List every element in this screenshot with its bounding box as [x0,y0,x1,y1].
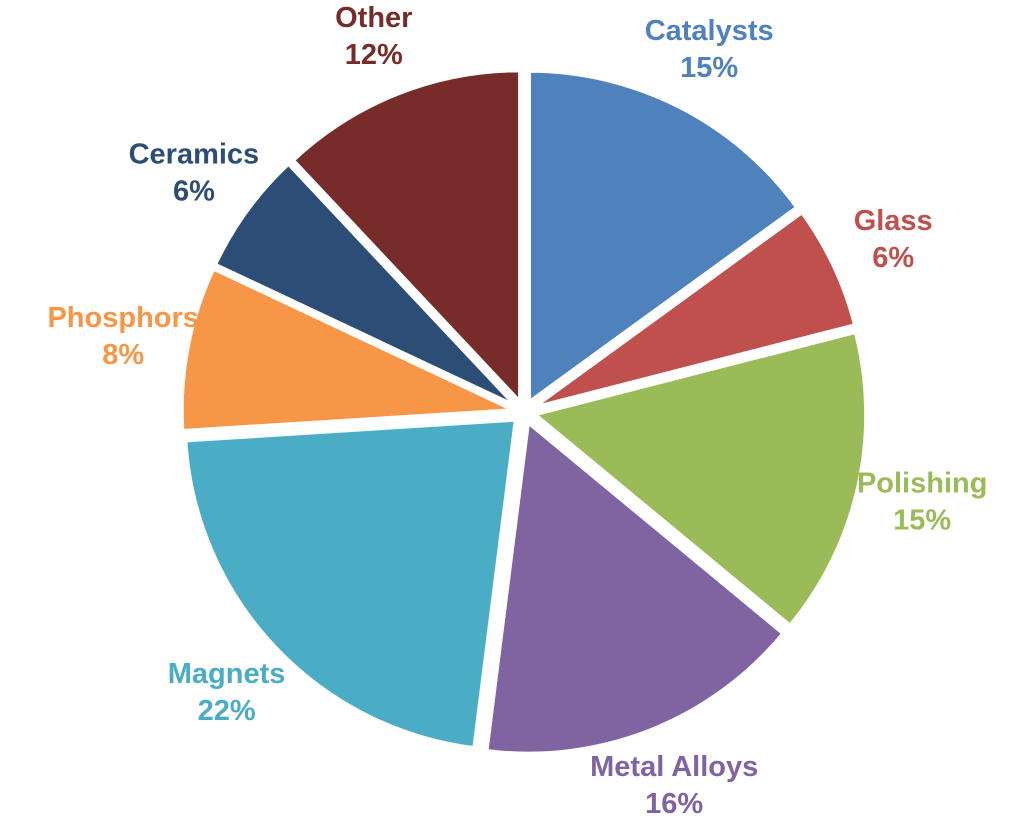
pie-slice-catalysts [527,69,799,405]
pie-label-percent: 16% [645,788,703,820]
pie-label-category: Magnets [168,658,286,690]
pie-label-metal-alloys: Metal Alloys 16% [590,751,758,820]
pie-label-percent: 22% [198,695,256,727]
pie-label-category: Catalysts [645,15,774,47]
pie-label-category: Other [335,2,412,34]
pie-label-magnets: Magnets 22% [168,658,286,727]
pie-slice-ceramics [213,162,516,407]
pie-label-category: Ceramics [129,139,260,171]
pie-label-polishing: Polishing 15% [857,468,988,537]
pie-label-other: Other 12% [335,2,412,71]
pie-label-percent: 12% [345,39,403,71]
pie-label-percent: 6% [872,242,914,274]
pie-label-glass: Glass 6% [854,205,933,274]
pie-label-percent: 15% [680,52,738,84]
pie-label-category: Glass [854,205,933,237]
pie-label-category: Metal Alloys [590,751,758,783]
pie-slices [180,69,868,755]
pie-labels: Catalysts 15% Glass 6% Polishing 15% Metal All… [47,2,987,820]
pie-slice-phosphors [180,267,513,433]
pie-slice-glass [533,210,857,409]
pie-label-catalysts: Catalysts 15% [645,15,774,84]
pie-slice-other [291,69,522,405]
pie-label-percent: 8% [102,339,144,371]
pie-slice-metal-alloys [485,420,785,755]
pie-label-phosphors: Phosphors 8% [47,302,198,371]
pie-label-percent: 6% [173,176,215,208]
pie-label-ceramics: Ceramics 6% [129,139,260,208]
pie-label-category: Polishing [857,468,988,500]
pie-label-category: Phosphors [47,302,198,334]
pie-label-percent: 15% [893,505,951,537]
pie-slice-magnets [184,418,517,750]
pie-slice-polishing [532,330,868,628]
